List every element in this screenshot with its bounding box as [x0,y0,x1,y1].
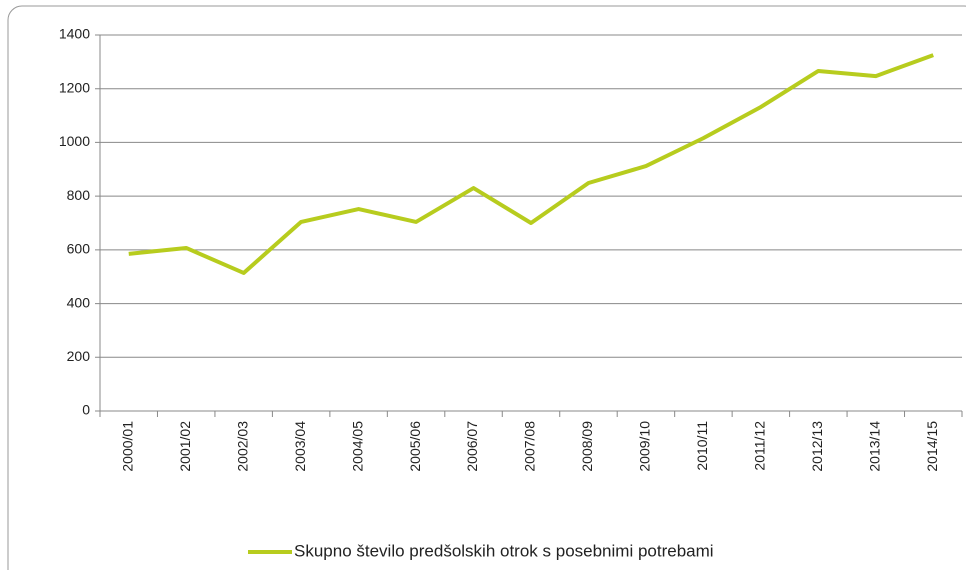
legend-label: Skupno število predšolskih otrok s poseb… [294,541,714,560]
x-tick-label: 2013/14 [867,421,883,472]
x-tick-label: 2014/15 [924,421,940,472]
y-tick-label: 800 [67,187,91,203]
x-tick-label: 2011/12 [752,421,768,471]
x-tick-label: 2005/06 [407,421,423,472]
y-tick-label: 0 [82,402,90,418]
x-tick-label: 2001/02 [177,421,193,472]
y-tick-label: 1200 [59,79,90,95]
chart-frame [7,5,966,575]
x-tick-label: 2012/13 [809,421,825,472]
x-tick-label: 2002/03 [234,421,250,472]
data-line [128,53,934,275]
y-tick-label: 1000 [59,133,90,149]
x-tick-label: 2003/04 [292,421,308,472]
y-tick-label: 400 [67,294,91,310]
y-tick-label: 200 [67,348,91,364]
x-tick-label: 2008/09 [579,421,595,472]
y-tick-label: 600 [67,241,91,257]
x-tick-label: 2004/05 [349,421,365,472]
x-tick-label: 2000/01 [119,421,135,472]
x-tick-label: 2006/07 [464,421,480,472]
y-tick-label: 1400 [59,26,90,42]
x-tick-label: 2007/08 [522,421,538,472]
x-tick-label: 2009/10 [637,421,653,472]
x-tick-label: 2010/11 [694,421,710,471]
